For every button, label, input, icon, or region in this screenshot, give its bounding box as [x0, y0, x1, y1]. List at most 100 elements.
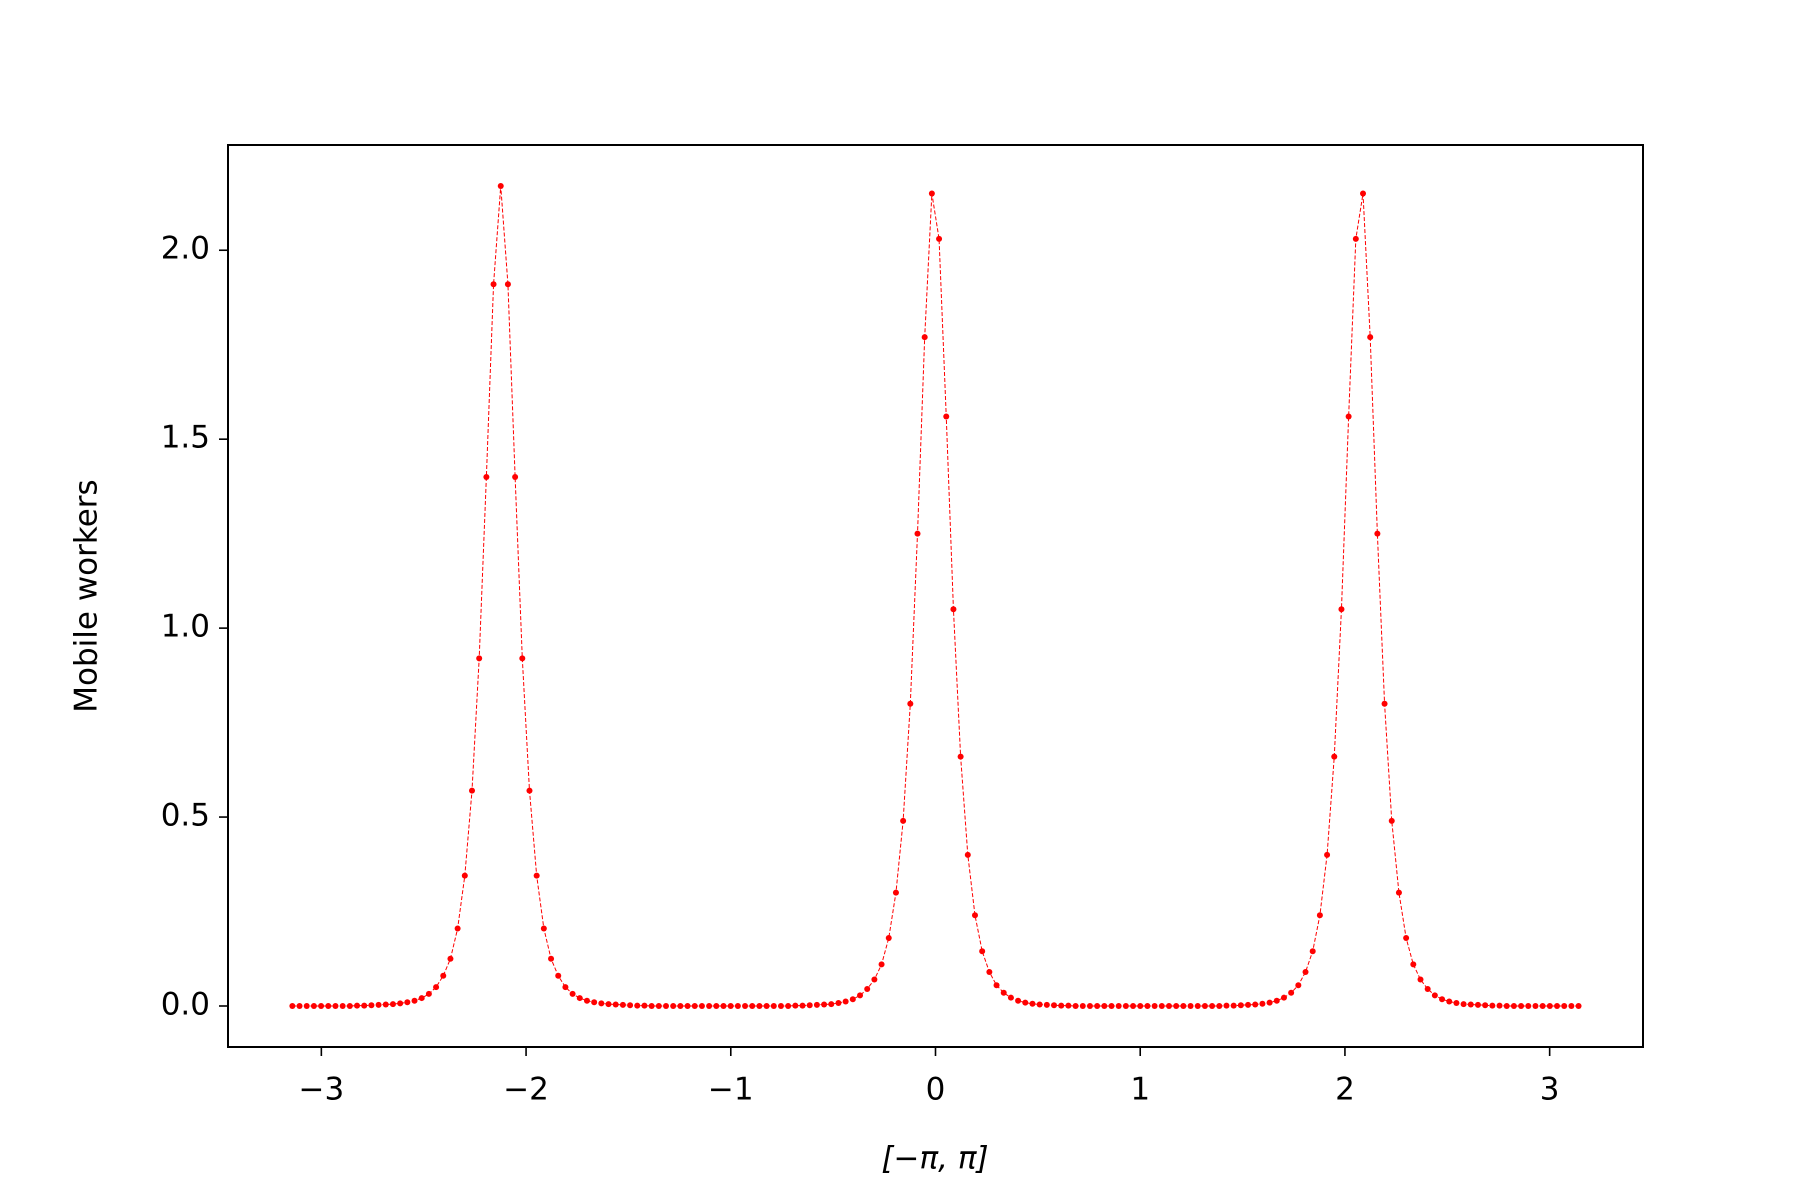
data-point — [375, 1001, 382, 1008]
data-point — [749, 1003, 756, 1009]
data-point — [806, 1002, 813, 1009]
data-point — [1173, 1003, 1180, 1009]
data-point — [318, 1003, 325, 1009]
data-point — [835, 999, 842, 1006]
data-point — [555, 972, 562, 979]
data-point — [469, 787, 476, 794]
data-point — [1410, 961, 1417, 968]
data-point — [382, 1001, 389, 1008]
data-point — [957, 753, 964, 760]
data-point — [310, 1003, 317, 1009]
data-point — [1007, 994, 1014, 1001]
data-point — [512, 473, 519, 480]
data-point — [907, 700, 914, 707]
data-point — [461, 872, 468, 879]
data-point — [619, 1001, 626, 1008]
y-tick-label: 0.5 — [161, 798, 210, 834]
data-point — [296, 1003, 303, 1009]
data-point — [483, 473, 490, 480]
data-point — [943, 413, 950, 420]
data-point — [1151, 1003, 1158, 1009]
data-point — [813, 1001, 820, 1008]
data-point — [504, 281, 511, 288]
data-point — [1489, 1002, 1496, 1009]
data-point — [368, 1002, 375, 1009]
data-point — [1561, 1003, 1568, 1009]
data-point — [914, 530, 921, 537]
data-point — [842, 998, 849, 1005]
data-point — [1395, 889, 1402, 896]
data-point — [1043, 1001, 1050, 1008]
data-point — [1403, 934, 1410, 941]
data-point — [1338, 606, 1345, 613]
data-point — [706, 1003, 713, 1009]
data-point — [1237, 1002, 1244, 1009]
data-point — [1496, 1002, 1503, 1009]
data-point — [1158, 1003, 1165, 1009]
data-point — [1029, 1000, 1036, 1007]
data-point — [950, 606, 957, 613]
data-point — [1510, 1003, 1517, 1009]
data-point — [605, 1001, 612, 1008]
data-point — [720, 1003, 727, 1009]
data-point — [598, 1000, 605, 1007]
data-point — [777, 1003, 784, 1009]
data-point — [1209, 1003, 1216, 1009]
data-point — [1245, 1001, 1252, 1008]
data-point — [519, 655, 526, 662]
data-point — [1568, 1003, 1575, 1009]
data-point — [900, 817, 907, 824]
data-point — [497, 183, 504, 189]
data-point — [936, 235, 943, 242]
data-point — [1554, 1003, 1561, 1009]
data-point — [1273, 997, 1280, 1004]
data-point — [986, 968, 993, 975]
data-point — [1467, 1001, 1474, 1008]
data-point — [1108, 1003, 1115, 1009]
data-point — [742, 1003, 749, 1009]
data-point — [346, 1003, 353, 1009]
data-point — [332, 1003, 339, 1009]
data-point — [354, 1002, 361, 1009]
data-point — [1230, 1002, 1237, 1009]
data-point — [634, 1002, 641, 1009]
data-point — [1367, 334, 1374, 341]
data-point — [1072, 1003, 1079, 1009]
data-point — [1295, 982, 1302, 989]
y-tick-label: 1.5 — [161, 420, 210, 456]
data-point — [849, 996, 856, 1003]
data-point — [627, 1002, 634, 1009]
data-point — [885, 934, 892, 941]
data-point — [1130, 1003, 1137, 1009]
data-point — [1460, 1001, 1467, 1008]
data-point — [1539, 1003, 1546, 1009]
data-point — [1474, 1001, 1481, 1008]
data-point — [655, 1003, 662, 1009]
data-point — [1187, 1003, 1194, 1009]
data-point — [1503, 1003, 1510, 1009]
x-tick-label: 3 — [1540, 1072, 1560, 1108]
data-point — [591, 999, 598, 1006]
data-point — [821, 1001, 828, 1008]
data-point — [526, 787, 533, 794]
data-point — [1331, 753, 1338, 760]
data-point — [1201, 1003, 1208, 1009]
data-point — [641, 1002, 648, 1009]
data-point — [1446, 998, 1453, 1005]
data-point — [454, 925, 461, 932]
data-point — [397, 1000, 404, 1007]
data-point — [921, 334, 928, 341]
data-point — [1036, 1001, 1043, 1008]
data-point — [1223, 1002, 1230, 1009]
data-point — [533, 872, 540, 879]
data-point — [964, 851, 971, 858]
data-point — [677, 1003, 684, 1009]
data-point — [727, 1003, 734, 1009]
data-point — [1122, 1003, 1129, 1009]
data-point — [663, 1003, 670, 1009]
y-tick-label: 0.0 — [161, 987, 210, 1023]
data-point — [1424, 985, 1431, 992]
data-point — [892, 889, 899, 896]
data-point — [583, 997, 590, 1004]
data-point — [1439, 996, 1446, 1003]
